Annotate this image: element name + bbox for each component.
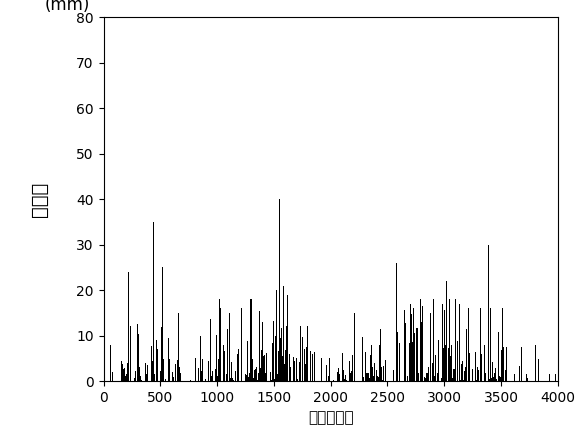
Text: 降雨量: 降雨量 xyxy=(30,181,49,217)
Text: (mm): (mm) xyxy=(44,0,90,14)
X-axis label: 时间（天）: 时间（天） xyxy=(308,410,354,425)
